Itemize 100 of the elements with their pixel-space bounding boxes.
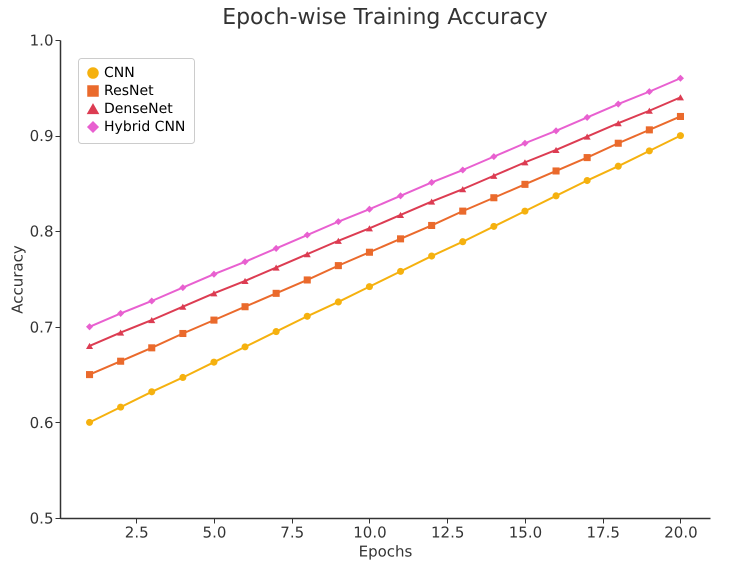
point bbox=[490, 153, 498, 160]
point bbox=[242, 303, 249, 310]
point bbox=[614, 140, 622, 147]
point bbox=[552, 146, 560, 153]
point bbox=[272, 290, 280, 297]
point bbox=[179, 284, 186, 292]
point bbox=[334, 298, 342, 306]
point bbox=[676, 74, 684, 82]
point bbox=[86, 323, 94, 330]
point bbox=[210, 270, 218, 278]
point bbox=[614, 162, 622, 170]
point bbox=[552, 192, 560, 200]
point bbox=[148, 388, 156, 396]
x-tick-label: 5.0 bbox=[202, 524, 226, 542]
legend-label: ResNet bbox=[104, 83, 154, 99]
point bbox=[242, 258, 249, 266]
legend-label: DenseNet bbox=[104, 101, 174, 117]
point bbox=[304, 251, 311, 258]
legend-label: Hybrid CNN bbox=[104, 119, 186, 135]
x-axis-title: Epochs bbox=[358, 542, 413, 560]
point bbox=[428, 198, 436, 205]
y-tick-label: 0.6 bbox=[30, 414, 54, 432]
point bbox=[366, 283, 373, 290]
point bbox=[459, 238, 466, 246]
point bbox=[334, 218, 342, 226]
point bbox=[148, 344, 156, 352]
point bbox=[210, 358, 218, 366]
point bbox=[366, 206, 373, 213]
point bbox=[117, 358, 124, 365]
point bbox=[428, 252, 436, 260]
point bbox=[210, 316, 218, 324]
point bbox=[304, 312, 311, 320]
point bbox=[676, 112, 684, 120]
point bbox=[86, 371, 94, 378]
y-tick-label: 0.7 bbox=[30, 318, 54, 336]
point bbox=[584, 133, 591, 140]
point bbox=[646, 126, 653, 134]
point bbox=[490, 172, 498, 179]
point bbox=[179, 374, 186, 381]
point bbox=[397, 268, 404, 275]
point bbox=[459, 208, 466, 215]
point bbox=[459, 166, 466, 174]
point bbox=[366, 248, 373, 256]
point bbox=[521, 208, 528, 215]
point bbox=[334, 238, 342, 244]
point bbox=[210, 290, 218, 296]
x-tick-label: 17.5 bbox=[586, 524, 620, 542]
x-tick-label: 15.0 bbox=[508, 524, 542, 542]
point bbox=[272, 244, 280, 252]
point bbox=[490, 194, 498, 202]
y-tick-label: 0.9 bbox=[30, 127, 54, 146]
x-tick-label: 7.5 bbox=[280, 524, 304, 542]
point bbox=[614, 120, 622, 126]
point bbox=[490, 222, 498, 230]
point bbox=[397, 212, 404, 218]
x-tick-label: 2.5 bbox=[124, 524, 149, 542]
point bbox=[242, 343, 249, 350]
point bbox=[86, 418, 94, 426]
point bbox=[646, 88, 653, 96]
point bbox=[584, 177, 591, 184]
y-axis-title: Accuracy bbox=[8, 245, 27, 314]
y-tick-label: 1.0 bbox=[30, 32, 54, 50]
point bbox=[86, 342, 94, 349]
point bbox=[334, 262, 342, 270]
point bbox=[521, 159, 528, 166]
point bbox=[584, 154, 591, 162]
point bbox=[428, 178, 436, 186]
point bbox=[397, 192, 404, 200]
point bbox=[117, 404, 124, 411]
point bbox=[676, 132, 684, 140]
point bbox=[521, 140, 528, 147]
point bbox=[397, 235, 404, 242]
point bbox=[552, 127, 560, 134]
x-tick-label: 12.5 bbox=[431, 524, 464, 542]
point bbox=[646, 147, 653, 154]
point bbox=[179, 330, 186, 338]
point bbox=[304, 276, 311, 284]
point bbox=[521, 180, 528, 188]
y-tick-label: 0.5 bbox=[30, 510, 54, 528]
point bbox=[552, 167, 560, 175]
point bbox=[117, 310, 124, 317]
point bbox=[242, 278, 249, 284]
point bbox=[272, 264, 280, 271]
point bbox=[366, 225, 373, 232]
point bbox=[584, 114, 591, 121]
x-tick-label: 20.0 bbox=[664, 524, 698, 542]
point bbox=[148, 297, 156, 305]
y-tick-label: 0.8 bbox=[30, 222, 54, 241]
chart-title: Epoch-wise Training Accuracy bbox=[222, 5, 548, 30]
point bbox=[272, 328, 280, 336]
point bbox=[117, 329, 124, 336]
point bbox=[304, 231, 311, 239]
legend-label: CNN bbox=[104, 65, 135, 81]
point bbox=[179, 304, 186, 310]
point bbox=[148, 317, 156, 324]
point bbox=[676, 94, 684, 100]
point bbox=[614, 100, 622, 108]
point bbox=[646, 108, 653, 114]
point bbox=[459, 186, 466, 192]
point bbox=[428, 222, 436, 229]
